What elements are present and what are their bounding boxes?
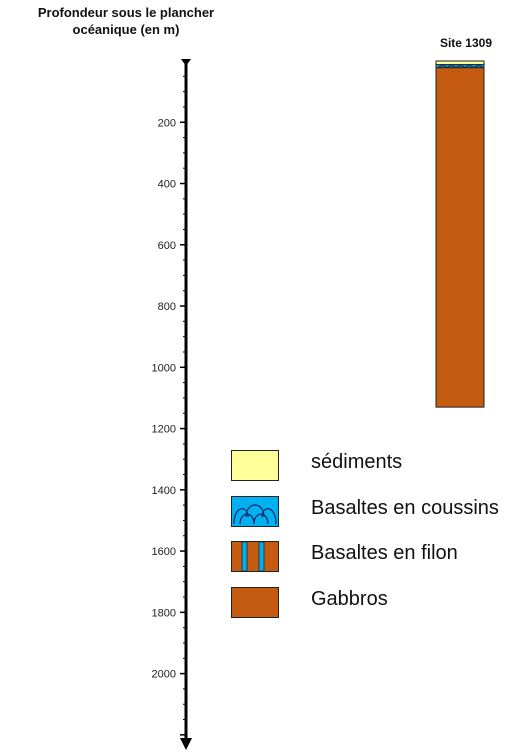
axis-title-line1: Profondeur sous le plancher xyxy=(37,5,215,20)
tick-label: 800 xyxy=(158,301,176,313)
tick-label: 1000 xyxy=(152,362,176,374)
axis-tick-labels: 200 400 600 800 1000 1200 1400 1600 1800 2000 xyxy=(152,117,176,680)
legend-dike-basalts-swatch xyxy=(231,541,279,572)
legend-sediments-swatch xyxy=(231,450,279,481)
dike-pattern-icon xyxy=(241,542,265,571)
tick-label: 2000 xyxy=(152,669,176,681)
axis-title: Profondeur sous le plancher océanique (e… xyxy=(6,4,246,38)
legend-gabbros-swatch xyxy=(231,587,279,618)
legend-gabbros-label: Gabbros xyxy=(311,588,388,610)
tick-label: 1200 xyxy=(152,424,176,436)
tick-label: 1800 xyxy=(152,607,176,619)
layer-gabbros xyxy=(435,67,485,408)
axis-top-cap xyxy=(181,59,191,66)
legend-pillow-basalts-label: Basaltes en coussins xyxy=(311,497,499,519)
tick-label: 1600 xyxy=(152,546,176,558)
legend-sediments-label: sédiments xyxy=(311,451,403,473)
site-label: Site 1309 xyxy=(439,36,493,50)
tick-label: 400 xyxy=(158,179,176,191)
tick-label: 600 xyxy=(158,240,176,252)
tick-label: 1400 xyxy=(152,485,176,497)
axis-title-line2: océanique (en m) xyxy=(72,22,180,37)
pillow-pattern-icon xyxy=(233,504,277,525)
tick-label: 200 xyxy=(158,117,176,129)
legend-dike-basalts-label: Basaltes en filon xyxy=(311,542,458,564)
layer-sediments xyxy=(435,60,485,66)
legend-pillow-basalts-swatch xyxy=(231,496,279,527)
axis-ticks xyxy=(180,75,186,736)
axis-arrow-head xyxy=(180,738,192,750)
